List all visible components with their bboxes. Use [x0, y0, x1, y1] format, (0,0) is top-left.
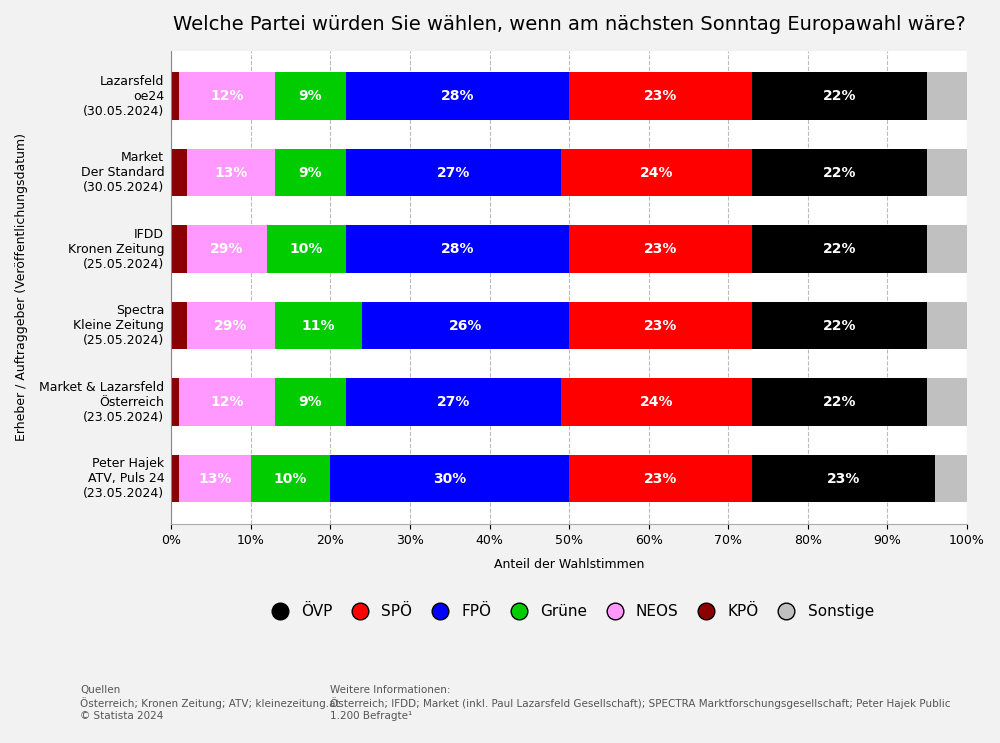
Bar — [171, 149, 187, 196]
Bar — [927, 149, 967, 196]
Bar — [569, 72, 752, 120]
Text: 12%: 12% — [210, 89, 244, 103]
Text: 13%: 13% — [198, 472, 232, 486]
Bar — [569, 455, 752, 502]
Bar — [171, 302, 187, 349]
Bar — [179, 72, 275, 120]
Text: 30%: 30% — [433, 472, 466, 486]
Y-axis label: Erheber / Auftraggeber (Veröffentlichungsdatum): Erheber / Auftraggeber (Veröffentlichung… — [15, 133, 28, 441]
Text: 22%: 22% — [823, 395, 856, 409]
Bar — [275, 378, 346, 426]
Bar — [752, 378, 927, 426]
Bar — [267, 225, 346, 273]
Text: 23%: 23% — [644, 89, 677, 103]
Bar — [752, 149, 927, 196]
Bar — [171, 455, 179, 502]
Bar — [346, 149, 561, 196]
Title: Welche Partei würden Sie wählen, wenn am nächsten Sonntag Europawahl wäre?: Welche Partei würden Sie wählen, wenn am… — [173, 15, 965, 34]
Text: 22%: 22% — [823, 242, 856, 256]
Text: 23%: 23% — [827, 472, 860, 486]
Text: 27%: 27% — [437, 395, 470, 409]
Bar — [927, 72, 967, 120]
Bar — [346, 378, 561, 426]
Bar — [179, 455, 251, 502]
Text: 22%: 22% — [823, 166, 856, 180]
Bar — [187, 225, 267, 273]
Bar — [935, 455, 967, 502]
Bar — [275, 72, 346, 120]
Text: 28%: 28% — [441, 89, 474, 103]
Text: 29%: 29% — [210, 242, 244, 256]
Text: 11%: 11% — [302, 319, 335, 333]
Bar — [187, 302, 275, 349]
Text: 10%: 10% — [274, 472, 307, 486]
Bar — [752, 302, 927, 349]
Bar — [179, 378, 275, 426]
Legend: ÖVP, SPÖ, FPÖ, Grüne, NEOS, KPÖ, Sonstige: ÖVP, SPÖ, FPÖ, Grüne, NEOS, KPÖ, Sonstig… — [258, 597, 880, 625]
Text: 24%: 24% — [640, 395, 673, 409]
Text: 22%: 22% — [823, 89, 856, 103]
Bar — [752, 455, 935, 502]
X-axis label: Anteil der Wahlstimmen: Anteil der Wahlstimmen — [494, 558, 644, 571]
Bar — [346, 225, 569, 273]
Bar — [251, 455, 330, 502]
Text: Quellen
Österreich; Kronen Zeitung; ATV; kleinezeitung.at
© Statista 2024: Quellen Österreich; Kronen Zeitung; ATV;… — [80, 685, 340, 721]
Text: 27%: 27% — [437, 166, 470, 180]
Bar — [275, 149, 346, 196]
Bar — [569, 225, 752, 273]
Bar — [569, 302, 752, 349]
Text: 23%: 23% — [644, 319, 677, 333]
Bar — [362, 302, 569, 349]
Text: 26%: 26% — [449, 319, 482, 333]
Bar — [275, 302, 362, 349]
Bar — [927, 302, 967, 349]
Text: 22%: 22% — [823, 319, 856, 333]
Bar — [187, 149, 275, 196]
Bar — [171, 225, 187, 273]
Text: 9%: 9% — [299, 395, 322, 409]
Text: 24%: 24% — [640, 166, 673, 180]
Text: 23%: 23% — [644, 472, 677, 486]
Text: 10%: 10% — [290, 242, 323, 256]
Bar — [171, 72, 179, 120]
Bar — [171, 378, 179, 426]
Text: 12%: 12% — [210, 395, 244, 409]
Text: 9%: 9% — [299, 89, 322, 103]
Text: Weitere Informationen:
Österreich; IFDD; Market (inkl. Paul Lazarsfeld Gesellsch: Weitere Informationen: Österreich; IFDD;… — [330, 685, 950, 721]
Text: 28%: 28% — [441, 242, 474, 256]
Bar — [346, 72, 569, 120]
Bar — [927, 378, 967, 426]
Bar — [752, 72, 927, 120]
Bar — [561, 378, 752, 426]
Text: 13%: 13% — [214, 166, 248, 180]
Bar — [561, 149, 752, 196]
Bar — [752, 225, 927, 273]
Bar — [330, 455, 569, 502]
Bar — [927, 225, 967, 273]
Text: 9%: 9% — [299, 166, 322, 180]
Text: 29%: 29% — [214, 319, 248, 333]
Text: 23%: 23% — [644, 242, 677, 256]
